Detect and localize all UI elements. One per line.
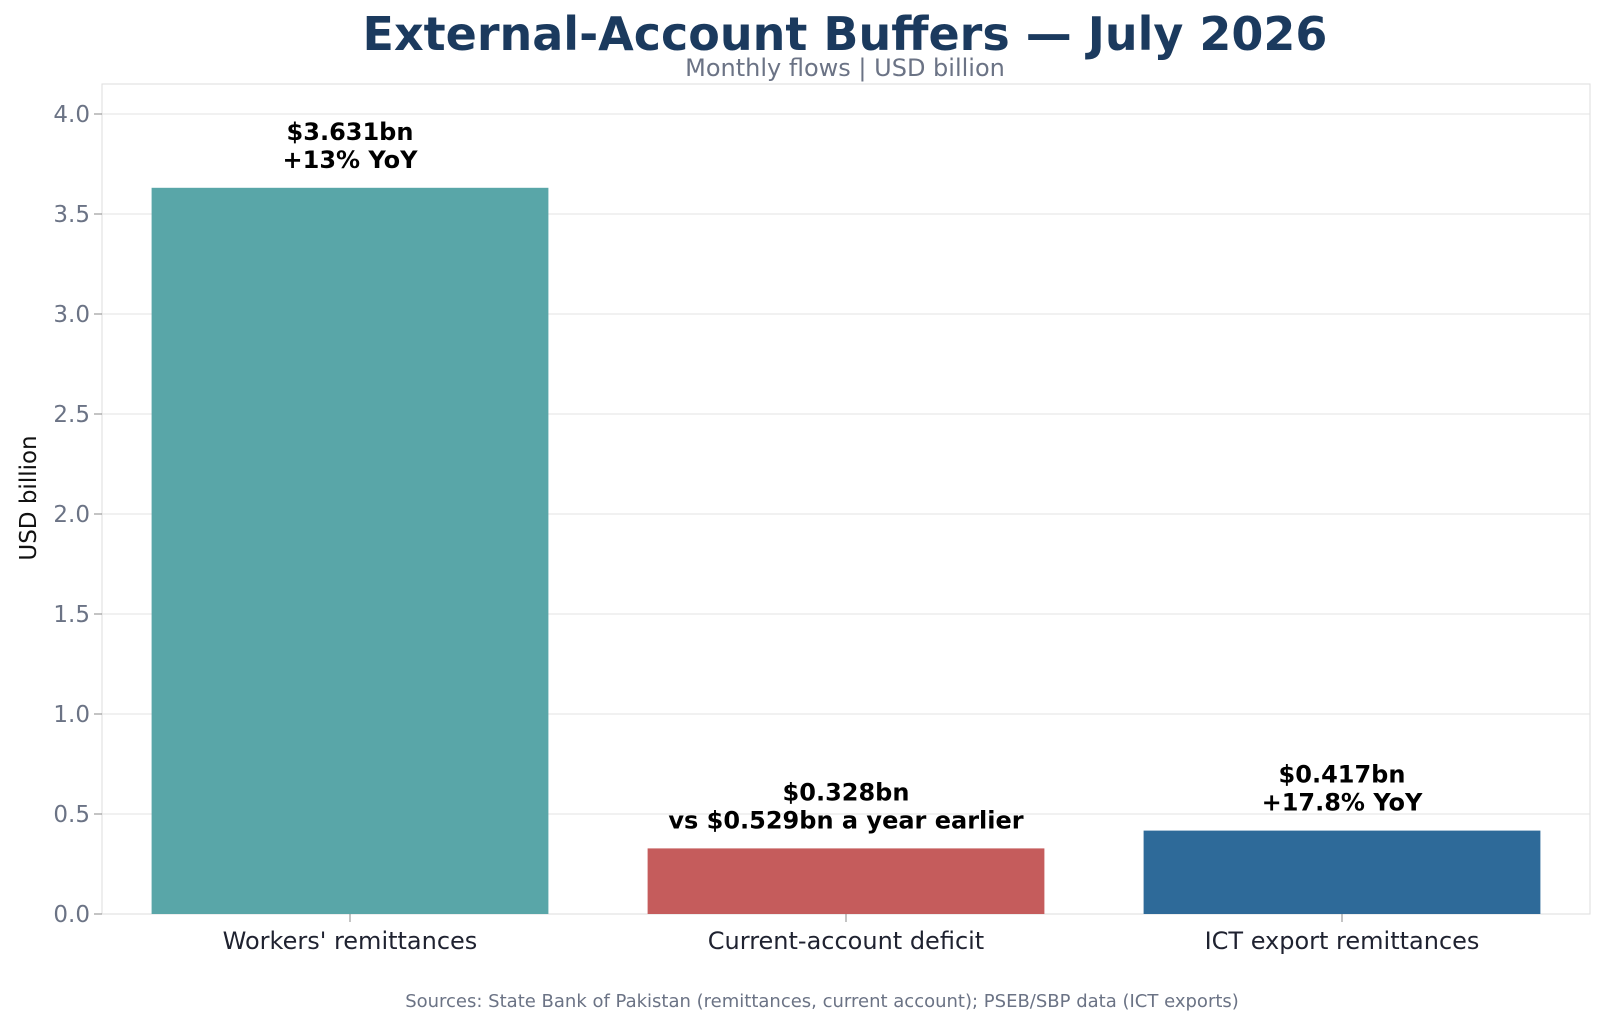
bar [1143,830,1541,914]
data-label: vs $0.529bn a year earlier [668,806,1023,834]
y-tick-label: 1.0 [53,702,90,728]
data-label: $0.328bn [783,778,910,806]
y-tick-label: 3.0 [53,302,90,328]
y-tick-label: 0.5 [53,802,90,828]
y-tick-label: 2.5 [53,402,90,428]
data-label: $3.631bn [287,118,414,146]
y-tick-label: 3.5 [53,202,90,228]
y-tick-label: 0.0 [53,902,90,928]
plot-area: 0.0 0.5 1.0 1.5 2.0 2.5 3.0 3.5 4.0 Workers' remi… [53,83,1591,955]
x-tick-label: ICT export remittances [1205,927,1480,955]
y-axis-label: USD billion [16,435,42,560]
data-label: +13% YoY [283,146,419,174]
data-label: +17.8% YoY [1262,789,1423,817]
x-tick-label: Workers' remittances [223,927,478,955]
bar [151,187,549,915]
y-tick-label: 4.0 [53,102,90,128]
source-note: Sources: State Bank of Pakistan (remitta… [405,991,1239,1012]
x-tick-label: Current-account deficit [708,927,984,955]
y-tick-label: 2.0 [53,502,90,528]
data-label: $0.417bn [1279,761,1406,789]
chart-title: External-Account Buffers — July 2026 [363,7,1328,61]
bar [647,848,1045,914]
y-tick-label: 1.5 [53,602,90,628]
chart-subtitle: Monthly flows | USD billion [685,54,1005,82]
